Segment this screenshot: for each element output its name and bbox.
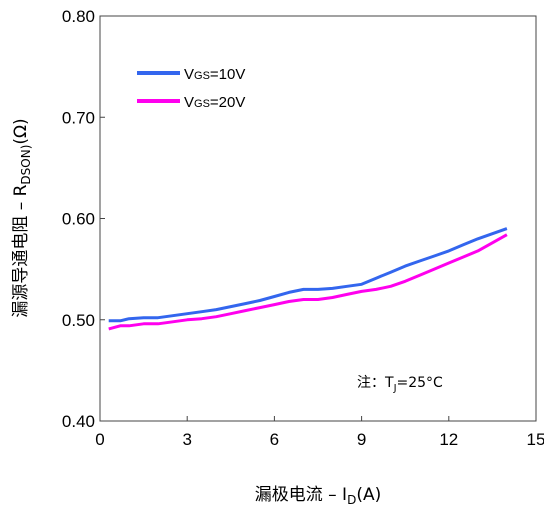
y-tick-label: 0.50 — [62, 311, 95, 330]
series-line-20v — [108, 233, 508, 331]
x-tick-label: 9 — [357, 430, 366, 449]
temperature-note: 注：TJ=25°C — [357, 375, 443, 394]
x-axis-label: 漏极电流 – ID(A) — [255, 485, 381, 506]
plot-frame — [99, 15, 537, 422]
y-axis-label: 漏源导通电阻 – RDSON)(Ω) — [11, 118, 33, 317]
legend-label-20v: VGS=20V — [184, 94, 245, 111]
series-line-10v — [108, 227, 508, 323]
x-tick-label: 0 — [95, 430, 104, 449]
y-tick-label: 0.60 — [62, 210, 95, 229]
legend: VGS=10V VGS=20V — [137, 66, 245, 111]
x-tick-label: 12 — [439, 430, 458, 449]
x-tick-label: 15 — [527, 430, 544, 449]
x-tick-label: 3 — [182, 430, 191, 449]
y-tick-label: 0.40 — [62, 412, 95, 431]
legend-label-10v: VGS=10V — [184, 66, 245, 83]
y-tick-label: 0.80 — [62, 7, 95, 26]
y-tick-label: 0.70 — [62, 108, 95, 127]
x-tick-label: 6 — [270, 430, 279, 449]
axis-ticks: 0 3 6 9 12 15 0.40 0.50 0.60 0.70 0.80 — [62, 7, 544, 449]
series-layer — [108, 227, 508, 331]
